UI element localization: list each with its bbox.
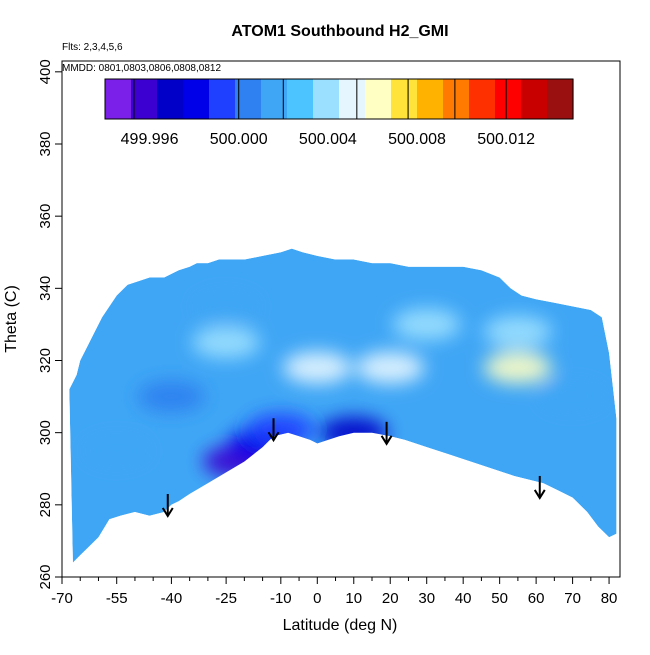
x-tick-label: 80	[601, 590, 618, 607]
colorbar: 499.996 500.000 500.004 500.008 500.012	[104, 78, 574, 148]
dates-annotation: MMDD: 0801,0803,0806,0808,0812	[62, 63, 221, 74]
x-axis: -70 -55 -40 -25 -10 0 10 20 30 40 50 60 70 80	[51, 577, 617, 607]
y-axis: 260 280 300 320 340 360 380 400	[37, 59, 62, 590]
x-tick-label: 0	[313, 590, 321, 607]
colorbar-swatch	[365, 79, 392, 119]
y-tick-label: 380	[37, 131, 54, 156]
colorbar-swatch	[547, 79, 574, 119]
colorbar-frame	[104, 78, 574, 120]
data-layer	[69, 248, 617, 563]
field-clip-group	[69, 248, 617, 563]
x-tick-label: -10	[270, 590, 292, 607]
colorbar-tick-label: 500.012	[477, 131, 535, 148]
flights-annotation: Flts: 2,3,4,5,6	[62, 42, 123, 53]
colorbar-swatch	[495, 79, 522, 119]
field-patch	[246, 413, 315, 446]
x-tick-label: 70	[564, 590, 581, 607]
field-patch	[538, 380, 607, 413]
colorbar-swatch	[443, 79, 470, 119]
colorbar-swatch	[105, 79, 132, 119]
colorbar-swatch	[235, 79, 262, 119]
colorbar-swatch	[469, 79, 496, 119]
colorbar-swatch	[131, 79, 158, 119]
arrow-marker	[161, 494, 174, 518]
colorbar-swatch	[313, 79, 340, 119]
field-patch	[283, 351, 352, 384]
y-axis-label: Theta (C)	[3, 285, 20, 353]
field-patch	[483, 315, 552, 348]
x-tick-label: 20	[382, 590, 399, 607]
x-tick-label: 30	[418, 590, 435, 607]
colorbar-tick-label: 500.000	[210, 131, 268, 148]
x-tick-label: 40	[455, 590, 472, 607]
y-tick-label: 400	[37, 59, 54, 84]
x-tick-label: -70	[51, 590, 73, 607]
y-tick-label: 320	[37, 348, 54, 373]
field-patch	[356, 351, 425, 384]
field-patch	[137, 380, 206, 413]
colorbar-swatch	[417, 79, 444, 119]
colorbar-swatch	[521, 79, 548, 119]
field-patch	[82, 434, 151, 467]
field-patch	[483, 351, 552, 384]
colorbar-tick-label: 500.008	[388, 131, 446, 148]
x-tick-label: -25	[215, 590, 237, 607]
field-background	[69, 248, 617, 563]
y-tick-label: 280	[37, 492, 54, 517]
y-tick-label: 340	[37, 276, 54, 301]
field-patch	[192, 326, 261, 359]
plot-frame	[61, 60, 621, 578]
colorbar-swatch	[157, 79, 184, 119]
arrow-marker	[267, 418, 280, 443]
arrow-head	[267, 431, 280, 443]
y-tick-label: 360	[37, 204, 54, 229]
field-patch	[192, 290, 261, 323]
arrow-head	[161, 507, 174, 518]
colorbar-swatch	[183, 79, 210, 119]
arrow-head	[533, 489, 546, 500]
chart-title: ATOM1 Southbound H2_GMI	[231, 23, 448, 40]
colorbar-swatch	[339, 79, 366, 119]
x-tick-label: -40	[161, 590, 183, 607]
arrow-marker	[533, 475, 546, 500]
y-tick-label: 300	[37, 420, 54, 445]
x-tick-label: 10	[345, 590, 362, 607]
colorbar-swatch	[287, 79, 314, 119]
colorbar-tick-label: 500.004	[299, 131, 357, 148]
x-tick-label: 60	[528, 590, 545, 607]
colorbar-swatch	[391, 79, 418, 119]
x-tick-label: -55	[106, 590, 128, 607]
x-axis-label: Latitude (deg N)	[283, 617, 398, 634]
y-tick-label: 260	[37, 564, 54, 589]
field-patch	[392, 308, 461, 341]
arrow-head	[380, 435, 393, 446]
x-tick-label: 50	[491, 590, 508, 607]
colorbar-swatch	[209, 79, 236, 119]
field-patch	[319, 416, 388, 449]
arrow-marker	[380, 421, 393, 446]
colorbar-tick-label: 499.996	[121, 131, 179, 148]
